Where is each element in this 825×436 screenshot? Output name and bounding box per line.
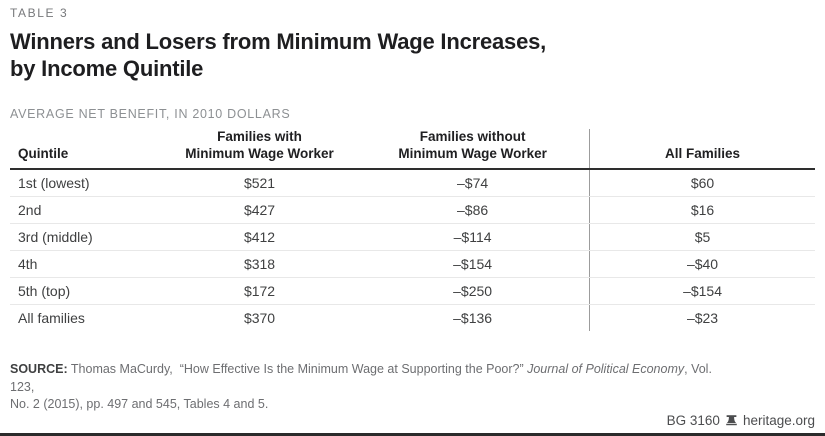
source-text-1: Thomas MaCurdy, “How Effective Is the Mi… [67,361,528,376]
data-table: Quintile Families with Minimum Wage Work… [10,129,815,331]
table-row: 3rd (middle) $412 –$114 $5 [10,223,815,251]
table-row: 2nd $427 –$86 $16 [10,196,815,224]
column-header-families-without: Families without Minimum Wage Worker [356,129,590,170]
cell-without-mw: –$154 [356,250,590,278]
cell-all-families: –$40 [589,250,815,278]
footer-credit: BG 3160 heritage.org [667,413,815,428]
cell-all-families: $60 [589,168,815,197]
cell-quintile: 2nd [10,196,163,224]
column-header-quintile: Quintile [10,129,163,170]
cell-without-mw: –$86 [356,196,590,224]
cell-with-mw: $412 [162,223,357,251]
cell-all-families: –$23 [589,304,815,331]
cell-all-families: $16 [589,196,815,224]
cell-without-mw: –$250 [356,277,590,305]
column-header-all-families: All Families [589,129,815,170]
cell-quintile: 4th [10,250,163,278]
table-row: 4th $318 –$154 –$40 [10,250,815,278]
table-subtitle: AVERAGE NET BENEFIT, IN 2010 DOLLARS [10,107,291,121]
page-title-line2: by Income Quintile [10,56,204,81]
cell-quintile: 1st (lowest) [10,168,163,197]
source-note: SOURCE: Thomas MaCurdy, “How Effective I… [10,361,730,414]
cell-with-mw: $370 [243,309,276,326]
bottom-rule [0,433,825,436]
cell-with-mw: $172 [162,277,357,305]
cell-all-families: $5 [589,223,815,251]
liberty-bell-icon [725,414,738,427]
header-row: Quintile Families with Minimum Wage Work… [10,129,815,170]
cell-without-mw: –$114 [356,223,590,251]
cell-with-mw: $521 [162,168,357,197]
table-row: 1st (lowest) $521 –$74 $60 [10,168,815,197]
cell-all-families: –$154 [589,277,815,305]
cell-without-mw: –$136 [453,309,493,326]
table-row-totals: All families $370 –$136 –$23 [10,304,815,331]
cell-quintile: 5th (top) [10,277,163,305]
source-text-2: , Vol. 123, [10,361,716,394]
source-journal-name: Journal of Political Economy [527,361,685,376]
page-title: Winners and Losers from Minimum Wage Inc… [10,28,815,82]
table-row: 5th (top) $172 –$250 –$154 [10,277,815,305]
page-title-line1: Winners and Losers from Minimum Wage Inc… [10,29,547,54]
cell-with-mw: $427 [162,196,357,224]
column-header-families-with: Families with Minimum Wage Worker [162,129,357,170]
source-text-3: No. 2 (2015), pp. 497 and 545, Tables 4 … [10,397,269,412]
cell-quintile: 3rd (middle) [10,223,163,251]
doc-id-label: BG 3160 [666,413,720,428]
source-label: SOURCE: [10,361,68,376]
cell-without-mw: –$74 [356,168,590,197]
cell-quintile: All families [18,309,85,326]
cell-with-mw: $318 [162,250,357,278]
site-label: heritage.org [742,413,815,428]
table-number-label: TABLE 3 [10,6,69,20]
